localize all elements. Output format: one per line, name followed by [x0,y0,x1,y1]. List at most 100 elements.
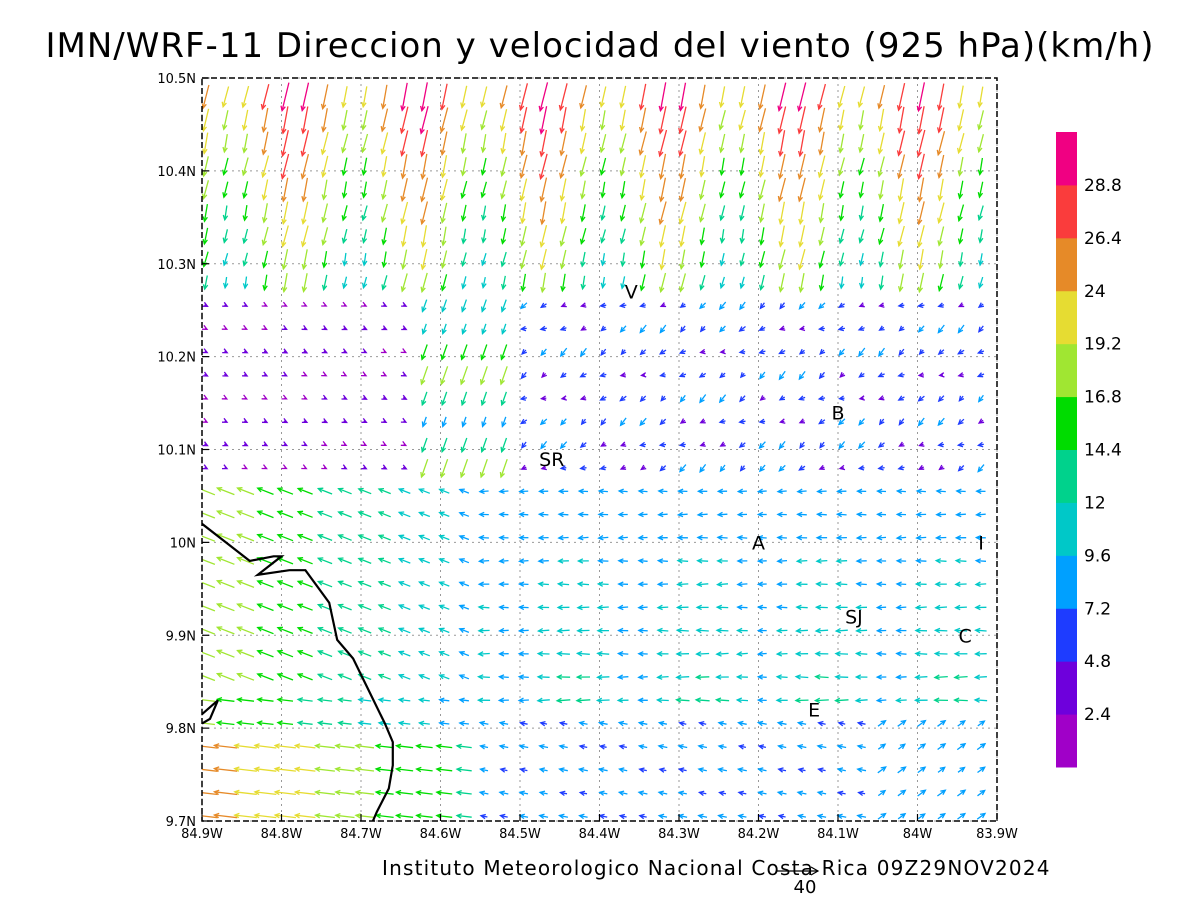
wind-vector-shaft [401,273,408,292]
wind-vector-shaft [257,534,274,542]
wind-vector-head [460,471,466,479]
wind-vector-head [858,395,865,401]
wind-vector-head [458,651,465,657]
wind-vector-shaft [938,154,945,178]
wind-vector-head [758,216,765,224]
wind-vector [435,789,453,796]
wind-vector-head [977,237,984,244]
wind-vector [699,302,707,310]
wind-vector-head [796,790,804,796]
wind-vector-shaft [363,253,367,266]
wind-vector [276,720,294,726]
wind-vector-head [818,464,825,470]
wind-vector-head [836,488,843,495]
wind-vector [737,720,747,727]
wind-vector [519,178,528,202]
wind-vector [739,252,745,267]
wind-vector-shaft [322,84,329,109]
wind-vector-head [637,488,644,495]
wind-vector [461,299,468,313]
wind-vector [458,604,470,610]
wind-vector [617,535,628,541]
wind-vector-head [719,441,726,447]
wind-vector [597,767,608,773]
wind-vector-head [212,766,220,772]
wind-vector-head [518,558,525,564]
wind-vector [617,558,628,564]
wind-vector-head [261,171,267,179]
wind-vector-head [435,789,442,796]
wind-vector-shaft [342,205,348,221]
wind-vector-shaft [958,275,964,289]
wind-vector-shaft [557,699,571,702]
wind-vector-head [520,373,527,380]
wind-vector-shaft [342,86,348,108]
wind-vector-shaft [376,745,394,749]
wind-vector [798,272,805,294]
wind-vector [678,130,687,157]
wind-vector-shaft [401,178,408,201]
wind-vector [954,581,967,587]
wind-vector [877,719,887,727]
wind-vector-head [281,418,289,424]
place-label: A [752,532,765,554]
wind-vector-shaft [679,177,687,201]
wind-vector-head [977,418,985,424]
wind-vector-shaft [459,604,470,610]
wind-vector-shaft [335,744,355,749]
wind-vector-shaft [459,722,469,725]
wind-vector-shaft [378,511,391,518]
wind-vector [716,581,729,588]
wind-vector-shaft [399,698,411,702]
wind-vector-head [736,534,743,541]
wind-vector-head [739,237,745,245]
wind-vector [854,650,868,657]
wind-vector-head [659,302,667,308]
wind-vector [618,302,627,309]
wind-vector [202,203,209,223]
wind-vector-head [976,348,984,355]
wind-vector-shaft [456,768,472,772]
wind-vector-head [717,813,724,820]
wind-vector [917,272,925,294]
wind-vector-head [973,674,981,680]
wind-vector-shaft [621,252,625,266]
wind-vector-head [719,192,725,199]
wind-vector-head [478,790,486,796]
wind-vector [381,156,388,178]
wind-vector-head [639,172,645,179]
wind-vector-head [321,394,328,400]
wind-vector [776,511,787,518]
wind-vector [897,812,907,820]
wind-vector-shaft [338,604,352,611]
wind-vector [836,767,846,773]
wind-vector-shaft [679,273,687,292]
wind-vector [698,132,707,156]
wind-vector [394,766,414,773]
wind-vector-head [953,651,960,657]
wind-vector-shaft [835,652,849,655]
wind-vector [321,325,328,331]
wind-vector-head [817,126,824,134]
wind-vector [519,249,528,270]
wind-vector-head [236,487,243,493]
wind-vector-head [440,354,446,361]
wind-vector-head [314,812,321,819]
wind-vector-shaft [419,699,430,702]
wind-vector-head [597,767,605,773]
wind-vector [241,85,250,109]
wind-vector [559,465,567,471]
wind-vector [818,464,825,470]
wind-vector-head [817,395,825,401]
wind-vector-shaft [979,229,983,243]
wind-vector [878,325,885,331]
wind-vector-head [241,417,249,423]
wind-vector-head [337,720,344,726]
wind-vector-head [916,150,922,158]
wind-vector-head [342,282,348,290]
reference-vector: 40 [776,866,820,898]
wind-vector-shaft [202,512,216,519]
wind-vector-head [974,535,982,541]
wind-vector-head [599,372,606,378]
wind-vector [559,154,568,180]
